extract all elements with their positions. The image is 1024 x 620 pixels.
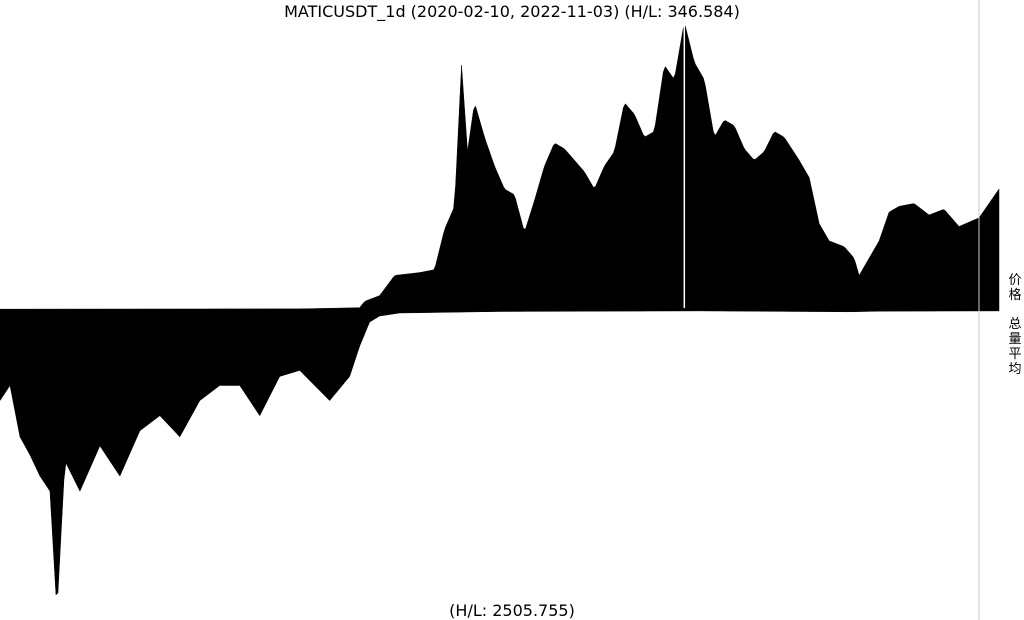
volume-axis-label-char-4: 均 bbox=[1008, 362, 1021, 377]
volume-axis-label-char-2: 量 bbox=[1008, 332, 1021, 347]
price-axis-label-char-2: 格 bbox=[1008, 287, 1021, 303]
volume-area bbox=[0, 309, 1000, 596]
price-series bbox=[0, 22, 1000, 311]
price-area bbox=[0, 25, 1000, 311]
volume-scale-label: (H/L: 2505.755) bbox=[449, 601, 575, 620]
volume-series bbox=[0, 309, 1000, 596]
volume-axis-label-char-3: 平 bbox=[1008, 347, 1021, 362]
price-axis-label-char-1: 价 bbox=[1008, 273, 1021, 288]
chart-title: MATICUSDT_1d (2020-02-10, 2022-11-03) (H… bbox=[284, 2, 740, 22]
volume-axis-label-char-1: 总 bbox=[1008, 317, 1021, 332]
